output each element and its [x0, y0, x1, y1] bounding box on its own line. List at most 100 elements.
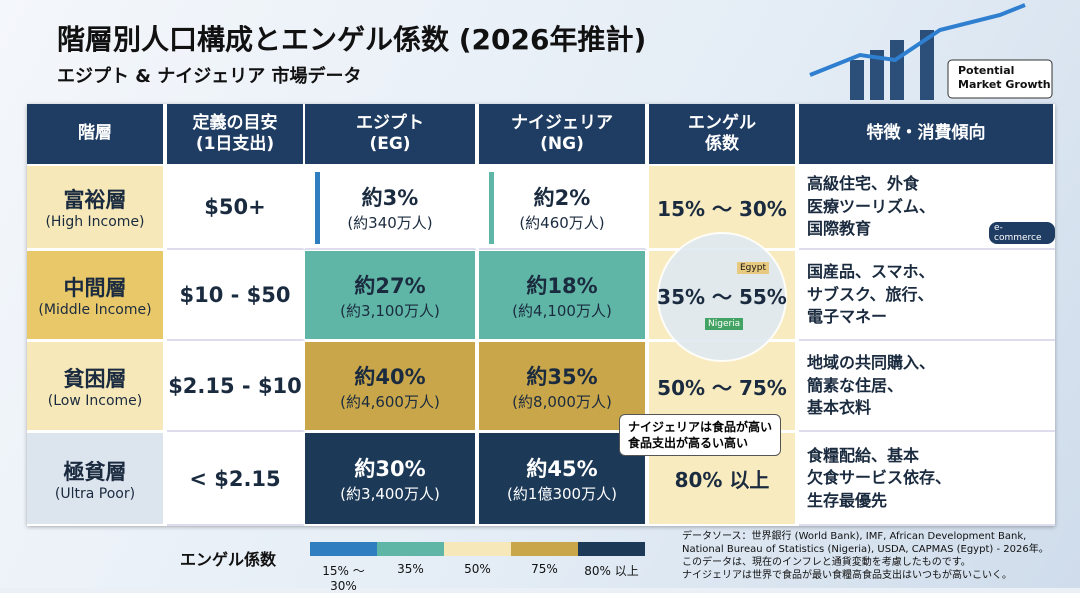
eg-cell: 約3% (約340万人) — [305, 166, 477, 250]
column-header-line: (EG) — [369, 134, 411, 154]
ng-share: 約2% — [533, 185, 591, 210]
legend-label: 75% — [531, 562, 558, 576]
column-header-line: 階層 — [78, 123, 112, 144]
traits-cell: 食糧配給、基本欠食サービス依存、 生存最優先 — [799, 433, 1055, 526]
ng-share: 約18% — [526, 273, 598, 298]
column-header: ナイジェリア (NG) — [479, 104, 647, 164]
spend-cell: $2.15 - $10 — [167, 342, 305, 432]
class-cell: 中間層 (Middle Income) — [27, 251, 165, 341]
trait-line: 地域の共同購入、 — [807, 353, 936, 373]
source-line: このデータは、現在のインフレと通貨変動を考慮したものです。 — [682, 557, 971, 568]
source-line: データソース：世界銀行 (World Bank), IMF, African D… — [682, 531, 1027, 542]
legend-label: 15% ～ 30% — [322, 564, 365, 593]
legend-title: エンゲル係数 — [180, 550, 277, 569]
badge: Potential Market Growth — [958, 64, 1051, 93]
class-name: 富裕層 — [63, 188, 127, 212]
column-header-line: エンゲル — [688, 112, 756, 133]
ng-population: (約460万人) — [519, 213, 605, 232]
eg-share: 約27% — [354, 273, 426, 298]
eg-share: 約40% — [354, 364, 426, 389]
eg-population: (約3,100万人) — [340, 301, 440, 320]
legend-swatch — [377, 542, 444, 556]
spend: $50+ — [204, 195, 266, 219]
spend-cell: $50+ — [167, 166, 305, 250]
map-label: Nigeria — [705, 318, 744, 330]
badge-line: Potential — [958, 64, 1015, 77]
class-cell: 極貧層 (Ultra Poor) — [27, 433, 165, 526]
legend-swatch — [578, 542, 645, 556]
legend-swatch — [511, 542, 578, 556]
map-label: Egypt — [737, 262, 769, 274]
traits-cell: 地域の共同購入、 簡素な住居、 基本衣料 — [799, 342, 1055, 432]
legend-label: 35% — [397, 562, 424, 576]
column-header-line: (NG) — [540, 134, 584, 154]
trait-line: 欠食サービス依存、 — [807, 468, 952, 488]
class-name-en: (Ultra Poor) — [54, 485, 136, 502]
column-header: 階層 — [27, 104, 165, 164]
class-name: 極貧層 — [63, 459, 127, 484]
ng-share: 約45% — [526, 457, 598, 481]
spend: $2.15 - $10 — [168, 374, 302, 398]
engel-value: 80% 以上 — [674, 468, 770, 492]
badge-line: Market Growth — [958, 78, 1051, 92]
column-header: エジプト (EG) — [305, 104, 477, 164]
class-cell: 富裕層 (High Income) — [27, 166, 165, 250]
callout-line: ナイジェリアは食品が高い — [628, 420, 773, 434]
column-header: 特徴・消費傾向 — [799, 104, 1055, 164]
spend-cell: < $2.15 — [167, 433, 305, 526]
class-name-en: (Middle Income) — [38, 302, 152, 318]
share-bar — [315, 172, 320, 244]
eg-population: (約3,400万人) — [340, 485, 440, 503]
title: 階層別人口構成とエンゲル係数 (2026年推計) — [57, 23, 647, 56]
trait-line: サブスク、旅行、 — [807, 284, 934, 304]
eg-cell: 約30% (約3,400万人) — [305, 433, 477, 526]
ng-share: 約35% — [526, 364, 598, 389]
growth-graphic — [809, 3, 1053, 100]
ng-cell: 約35% (約8,000万人) — [479, 342, 647, 432]
column-header-line: 特徴・消費傾向 — [866, 123, 986, 144]
eg-population: (約340万人) — [347, 213, 433, 232]
ng-population: (約4,100万人) — [512, 301, 612, 320]
legend-label: 80% 以上 — [584, 564, 639, 578]
legend-swatch — [310, 542, 377, 556]
source: データソース：世界銀行 (World Bank), IMF, African D… — [682, 530, 1049, 582]
trait-line: 簡素な住居、 — [807, 375, 904, 395]
eg-population: (約4,600万人) — [340, 392, 440, 411]
eg-share: 約30% — [354, 457, 426, 481]
table: 階層 定義の目安 (1日支出) エジプト (EG) ナイジェリア (NG) エンゲル 係数 特徴・… — [27, 104, 1055, 526]
callout: ナイジェリアは食品が高い 食品支出が高るい高い — [619, 414, 782, 457]
legend-label: 50% — [464, 562, 491, 576]
eg-cell: 約40% (約4,600万人) — [305, 342, 477, 432]
legend-swatch — [444, 542, 511, 556]
trait-line: 食糧配給、基本 — [807, 445, 920, 465]
class-name: 中間層 — [63, 276, 127, 300]
spend: < $2.15 — [189, 466, 281, 491]
trait-line: 国際教育 — [807, 219, 872, 239]
trait-line: 生存最優先 — [807, 490, 888, 510]
source-line: National Bureau of Statistics (Nigeria),… — [682, 544, 1049, 555]
trait-line: 高級住宅、外食 — [807, 174, 920, 194]
ng-cell: 約18% (約4,100万人) — [479, 251, 647, 341]
class-name-en: (High Income) — [45, 214, 145, 230]
subtitle: エジプト & ナイジェリア 市場データ — [57, 66, 362, 87]
traits-cell: 国産品、スマホ、 サブスク、旅行、 電子マネー — [799, 251, 1055, 341]
class-name: 貧困層 — [63, 367, 127, 391]
ng-population: (約1億300万人) — [507, 485, 617, 503]
class-cell: 貧困層 (Low Income) — [27, 342, 165, 432]
map: Egypt Nigeria — [657, 232, 787, 362]
trait-line: 基本衣料 — [807, 398, 872, 418]
spend-cell: $10 - $50 — [167, 251, 305, 341]
trait-line: 国産品、スマホ、 — [807, 262, 935, 282]
legend: 15% ～ 30% 35% 50% 75% 80% 以上 — [310, 542, 645, 593]
source-line: ナイジェリアは世界で食品が最い食糧高食品支出はいつもが高いこいく。 — [682, 570, 1012, 581]
ng-population: (約8,000万人) — [512, 392, 612, 411]
column-header-line: (1日支出) — [195, 134, 275, 154]
spend: $10 - $50 — [179, 283, 291, 307]
trait-line: 電子マネー — [807, 307, 888, 327]
engel-value: 50% ～ 75% — [657, 375, 787, 400]
eg-share: 約3% — [361, 185, 419, 210]
trait-line: 医療ツーリズム、 — [807, 196, 936, 216]
engel-value: 35% ～ 55% — [657, 284, 787, 309]
callout-line: 食品支出が高るい高い — [628, 436, 749, 451]
